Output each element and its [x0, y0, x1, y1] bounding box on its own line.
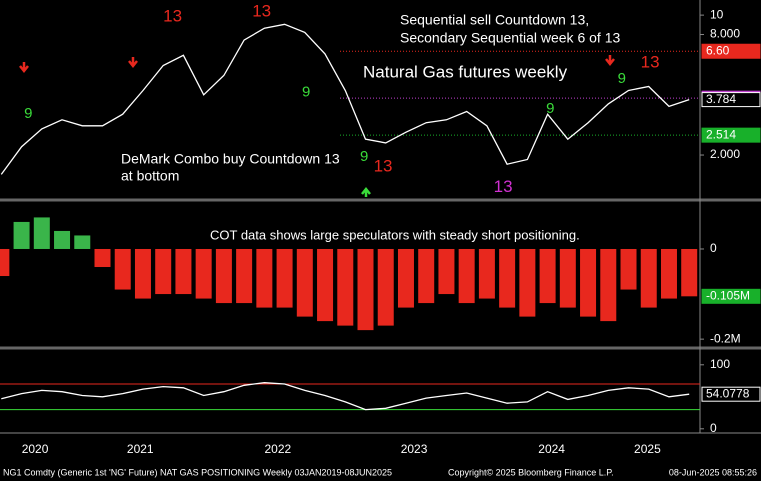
bar [681, 248, 698, 297]
price-line [0, 23, 690, 175]
bar [317, 248, 334, 322]
bar [215, 248, 232, 304]
arrow [361, 186, 371, 197]
bar [276, 248, 293, 308]
bar [256, 248, 273, 308]
value-box [701, 43, 761, 59]
bar [478, 248, 495, 299]
bar [357, 248, 374, 331]
value-label: 3.784 [706, 92, 736, 106]
bar [377, 248, 394, 326]
value-box [701, 386, 761, 402]
bar [519, 248, 536, 317]
x-tick-label: 2025 [634, 442, 661, 456]
bar [499, 248, 516, 308]
bar [559, 248, 576, 308]
demark-count: 9 [546, 100, 554, 117]
demark-count: 13 [163, 6, 182, 25]
x-tick-label: 2023 [401, 442, 428, 456]
demark-count: 13 [252, 2, 271, 21]
demark-count: 9 [618, 70, 626, 87]
x-tick-label: 2021 [127, 442, 154, 456]
bar [74, 235, 91, 249]
demark-count: 9 [24, 105, 32, 122]
bar [660, 248, 677, 299]
bar [236, 248, 253, 304]
demark-count: 13 [641, 53, 660, 72]
value-box [701, 288, 761, 304]
y-tick-label: 2.000 [710, 147, 740, 161]
footer: Copyright© 2025 Bloomberg Finance L.P. [448, 467, 614, 477]
annotation: at bottom [121, 168, 179, 184]
bar [94, 248, 111, 268]
annotation: Secondary Sequential week 6 of 13 [400, 30, 620, 46]
bar [0, 248, 10, 277]
y-tick-label: 10 [710, 7, 724, 21]
bar [33, 217, 50, 249]
bar [155, 248, 172, 295]
bar [458, 248, 475, 304]
bar [418, 248, 435, 304]
x-tick-label: 2024 [538, 442, 565, 456]
value-label: 2.514 [706, 127, 736, 141]
value-label: -0.105M [706, 288, 750, 302]
demark-count: 9 [360, 148, 368, 165]
bar [600, 248, 617, 322]
price-line [1, 382, 690, 411]
y-tick-label: 100 [710, 357, 730, 371]
y-tick-label: 0 [710, 241, 717, 255]
bar [438, 248, 455, 295]
demark-count: 9 [302, 84, 310, 101]
chart-title: Natural Gas futures weekly [363, 62, 568, 81]
bar [134, 248, 151, 299]
bar [397, 248, 414, 308]
footer: 08-Jun-2025 08:55:26 [669, 467, 757, 477]
bar [337, 248, 354, 326]
x-tick-label: 2022 [264, 442, 291, 456]
value-box [701, 127, 761, 143]
demark-count: 13 [374, 157, 393, 176]
annotation: Sequential sell Countdown 13, [400, 12, 589, 28]
arrow [19, 55, 615, 74]
demark-count: 13 [494, 177, 513, 196]
value-box [701, 92, 761, 108]
bar [54, 230, 71, 249]
bar [640, 248, 657, 308]
bar [580, 248, 597, 317]
footer: NG1 Comdty (Generic 1st 'NG' Future) NAT… [3, 467, 392, 477]
bar [296, 248, 313, 317]
bar [13, 221, 30, 249]
value-label: 6.60 [706, 43, 730, 57]
value-label: 54.0778 [706, 386, 750, 400]
bar [175, 248, 192, 295]
y-tick-label: -0.2M [710, 331, 741, 345]
bar [539, 248, 556, 304]
bar [195, 248, 212, 299]
chart-title: COT data shows large speculators with st… [210, 227, 580, 242]
annotation: DeMark Combo buy Countdown 13 [121, 151, 340, 167]
y-tick-label: 0 [710, 421, 717, 435]
x-tick-label: 2020 [22, 442, 49, 456]
y-tick-label: 8.000 [710, 27, 740, 41]
bar [114, 248, 131, 290]
bar [620, 248, 637, 290]
